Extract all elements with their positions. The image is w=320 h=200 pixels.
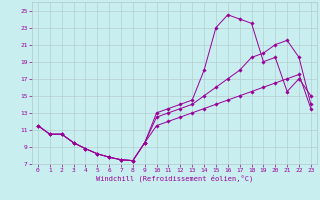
- X-axis label: Windchill (Refroidissement éolien,°C): Windchill (Refroidissement éolien,°C): [96, 175, 253, 182]
